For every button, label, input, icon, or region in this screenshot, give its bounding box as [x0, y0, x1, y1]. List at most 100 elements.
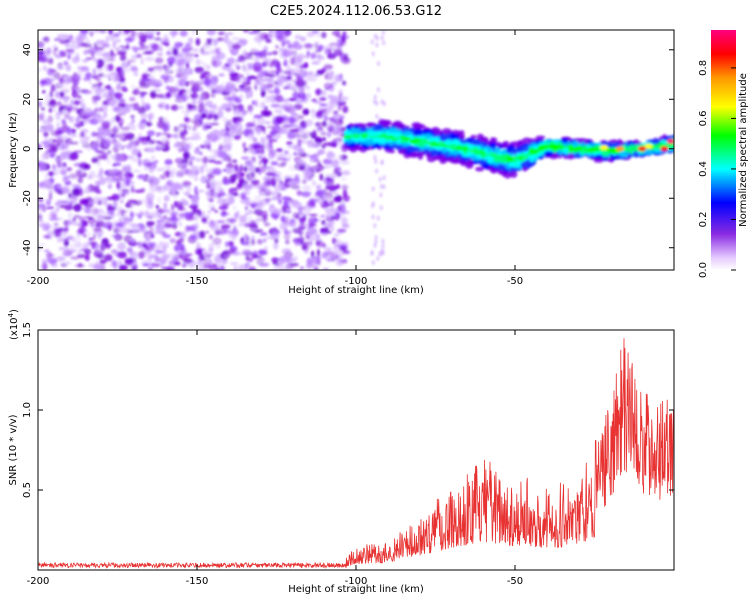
heatmap-noise-cell: [326, 247, 333, 256]
heatmap-signal-cell: [532, 145, 538, 149]
heatmap-signal-cell: [510, 149, 517, 153]
heatmap-noise-cell: [113, 142, 122, 149]
heatmap-noise-cell: [80, 103, 86, 109]
heatmap-signal-cell: [506, 158, 511, 163]
heatmap-signal-cell: [628, 144, 636, 151]
heatmap-noise-cell: [284, 124, 293, 128]
heatmap-noise-cell: [97, 126, 104, 136]
heatmap-noise-cell: [101, 120, 111, 129]
heatmap-noise-cell: [68, 106, 79, 111]
heatmap-noise-cell: [186, 226, 195, 231]
heatmap-noise-cell: [169, 167, 179, 176]
heatmap-noise-cell: [66, 167, 73, 172]
heatmap-noise-cell: [246, 235, 251, 244]
snr-y-tick-label: 1.0: [22, 402, 33, 418]
heatmap-noise-cell: [155, 227, 164, 231]
heatmap-noise-cell: [155, 132, 161, 137]
heatmap-signal-cell: [441, 128, 452, 135]
heatmap-noise-cell: [53, 229, 62, 238]
heatmap-signal-cell: [352, 133, 358, 139]
heatmap-noise-cell: [251, 118, 256, 128]
heatmap-noise-cell: [56, 100, 62, 107]
heatmap-noise-cell: [173, 143, 178, 148]
heatmap-noise-cell: [45, 199, 51, 207]
heatmap-noise-cell: [99, 176, 107, 185]
heatmap-noise-cell: [285, 263, 294, 270]
heatmap-noise-cell: [379, 192, 383, 198]
heatmap-noise-cell: [184, 143, 191, 150]
heatmap-noise-cell: [63, 261, 72, 265]
heatmap-noise-cell: [239, 172, 245, 176]
heatmap-noise-cell: [208, 247, 214, 253]
heatmap-noise-cell: [212, 237, 222, 246]
heatmap-signal-cell: [358, 122, 363, 128]
heatmap-signal-cell: [409, 134, 415, 140]
heatmap-signal-cell: [501, 141, 510, 149]
heatmap-noise-cell: [274, 94, 284, 103]
heatmap-noise-cell: [248, 210, 253, 215]
heatmap-noise-cell: [330, 211, 336, 216]
heatmap-noise-cell: [48, 192, 53, 201]
heatmap-noise-cell: [228, 187, 238, 196]
heatmap-noise-cell: [272, 230, 281, 235]
heatmap-noise-cell: [71, 196, 78, 204]
heatmap-noise-cell: [272, 208, 283, 215]
heatmap-noise-cell: [241, 156, 250, 160]
heatmap-noise-cell: [283, 86, 290, 90]
heatmap-noise-cell: [116, 213, 121, 217]
heatmap-signal-cell: [376, 137, 387, 145]
heatmap-noise-cell: [269, 204, 275, 208]
heatmap-noise-cell: [304, 249, 309, 254]
heatmap-noise-cell: [305, 85, 310, 90]
heatmap-noise-cell: [292, 212, 300, 219]
heatmap-signal-cell: [460, 139, 470, 144]
heatmap-noise-cell: [375, 168, 379, 174]
heatmap-noise-cell: [315, 110, 323, 118]
heatmap-noise-cell: [114, 36, 120, 45]
heatmap-noise-cell: [150, 90, 157, 99]
heatmap-noise-cell: [192, 208, 199, 214]
heatmap-noise-cell: [326, 197, 332, 203]
heatmap-signal-cell: [421, 129, 428, 133]
heatmap-noise-cell: [174, 200, 178, 208]
heatmap-noise-cell: [166, 51, 171, 55]
heatmap-noise-cell: [205, 179, 211, 185]
heatmap-signal-cell: [444, 139, 454, 146]
heatmap-noise-cell: [172, 47, 178, 56]
heatmap-noise-cell: [373, 94, 377, 100]
heatmap-noise-cell: [236, 65, 241, 70]
snr-scale-label: (x104): [7, 309, 20, 340]
heatmap-noise-cell: [89, 170, 96, 179]
heatmap-noise-cell: [208, 198, 214, 203]
heatmap-noise-cell: [166, 133, 171, 139]
heatmap-hot-cell: [638, 146, 647, 152]
heatmap-noise-cell: [154, 256, 161, 262]
heatmap-noise-cell: [316, 248, 320, 258]
heatmap-noise-cell: [260, 232, 268, 236]
heatmap-signal-cell: [487, 156, 495, 163]
heatmap-noise-cell: [232, 205, 237, 210]
heatmap-noise-cell: [213, 103, 217, 111]
heatmap-noise-cell: [332, 110, 339, 115]
heatmap-noise-cell: [247, 257, 254, 263]
heatmap-noise-cell: [155, 167, 165, 172]
heatmap-noise-cell: [137, 151, 142, 159]
heatmap-noise-cell: [253, 252, 258, 257]
heatmap-noise-cell: [222, 211, 227, 215]
heatmap-noise-cell: [42, 179, 52, 185]
heatmap-signal-cell: [607, 157, 612, 162]
heatmap-noise-cell: [225, 163, 234, 169]
heatmap-noise-cell: [251, 100, 256, 106]
heatmap-noise-cell: [123, 216, 130, 224]
heatmap-noise-cell: [44, 172, 49, 180]
heatmap-noise-cell: [42, 90, 46, 94]
heatmap-noise-cell: [220, 265, 225, 270]
heatmap-noise-cell: [154, 230, 162, 234]
heatmap-noise-cell: [306, 200, 316, 208]
heatmap-noise-cell: [78, 262, 82, 268]
heatmap-noise-cell: [340, 159, 350, 165]
heatmap-noise-cell: [144, 56, 155, 62]
heatmap-signal-cell: [461, 146, 468, 152]
heatmap-noise-cell: [294, 34, 302, 40]
heatmap-noise-cell: [332, 114, 342, 118]
